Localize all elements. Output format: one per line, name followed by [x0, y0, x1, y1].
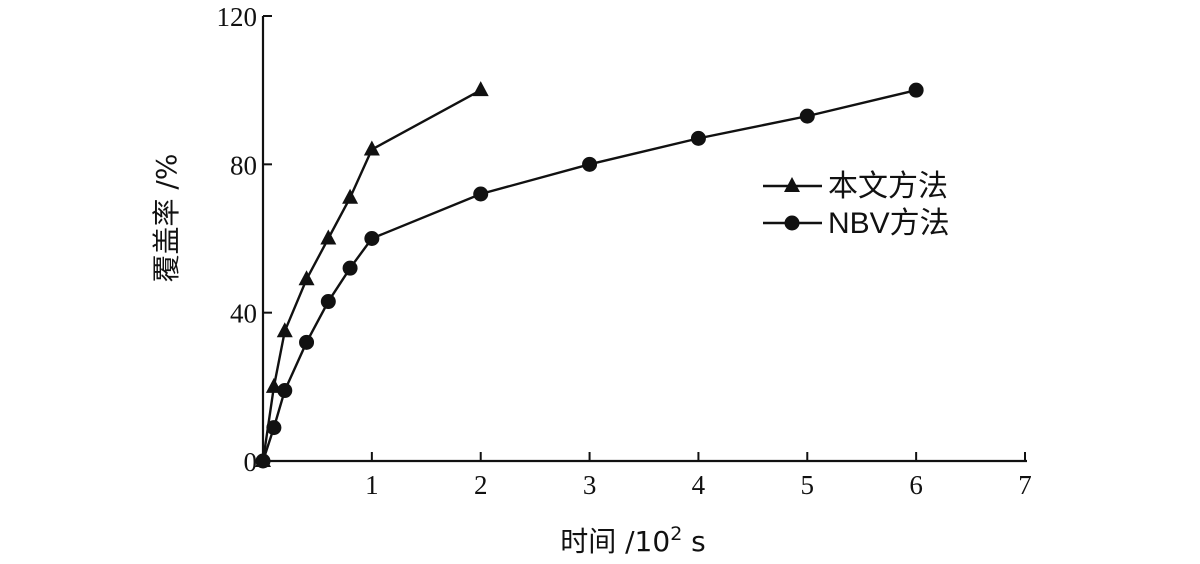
x-axis-label-prefix: 时间 /10	[560, 525, 670, 558]
x-tick-label: 3	[583, 470, 597, 500]
x-axis-label-superscript: 2	[670, 523, 682, 545]
data-point-circle	[320, 294, 336, 310]
data-point-triangle	[276, 322, 293, 338]
data-point-circle	[908, 82, 924, 98]
legend-label-series-1: 本文方法	[828, 170, 948, 203]
series-line-1	[261, 89, 482, 462]
x-tick-label: 2	[474, 470, 488, 500]
series-1	[255, 81, 489, 467]
data-point-triangle	[342, 188, 359, 204]
data-point-circle	[690, 130, 706, 146]
data-point-circle	[277, 383, 293, 399]
x-axis-label: 时间 /102 s	[560, 523, 706, 558]
data-point-circle	[342, 260, 358, 276]
legend-label-series-2: NBV方法	[828, 207, 950, 240]
data-point-circle	[582, 156, 598, 172]
data-point-triangle	[320, 229, 337, 245]
data-point-triangle	[472, 81, 489, 97]
data-point-circle	[364, 231, 380, 246]
x-tick-label: 6	[909, 470, 923, 500]
legend-item-series-1: 本文方法	[763, 170, 948, 203]
legend: 本文方法 NBV方法	[763, 170, 950, 240]
y-tick-label: 40	[230, 299, 257, 329]
x-tick-label: 1	[365, 470, 379, 500]
data-point-circle	[473, 186, 489, 202]
y-ticks: 0 40 80 120	[217, 2, 272, 477]
series-line-2	[261, 88, 917, 462]
data-point-circle	[255, 453, 271, 469]
y-tick-label: 120	[217, 2, 258, 32]
x-tick-label: 5	[801, 470, 815, 500]
y-axis-label: 覆盖率 /%	[150, 154, 183, 283]
data-point-triangle	[298, 270, 315, 286]
legend-marker-circle	[784, 215, 800, 231]
y-tick-label: 80	[230, 150, 257, 180]
x-tick-label: 7	[1018, 470, 1032, 500]
data-point-triangle	[363, 140, 380, 156]
y-tick-label: 0	[244, 447, 258, 477]
x-axis-label-suffix: s	[682, 525, 706, 558]
data-point-circle	[266, 420, 282, 436]
x-tick-label: 4	[692, 470, 706, 500]
legend-marker-triangle	[784, 177, 800, 192]
series-2	[255, 82, 924, 469]
data-point-circle	[299, 334, 315, 350]
series-layer	[255, 81, 924, 469]
data-point-circle	[799, 108, 815, 124]
legend-item-series-2: NBV方法	[763, 207, 950, 240]
x-ticks: 1 2 3 4 5 6 7	[365, 452, 1032, 500]
